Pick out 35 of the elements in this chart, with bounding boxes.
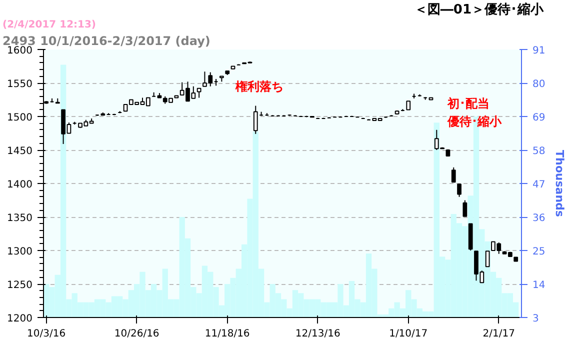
candlestick [485,250,490,268]
y-tick-label: 1350 [7,213,33,224]
x-tick-label: 11/18/16 [204,328,250,340]
y2-tick-label: 3 [532,314,539,324]
y2-axis-title: Thousands [553,150,566,218]
x-tick-label: 10/26/16 [114,328,160,340]
y-tick-label: 1250 [7,280,33,291]
y-tick-label: 1200 [7,314,33,324]
candlestick [451,166,456,183]
y2-tick-label: 14 [532,280,546,291]
x-tick-label: 2/1/17 [482,328,515,340]
y-tick-label: 1450 [7,146,33,157]
y-tick-label: 1300 [7,246,33,258]
chart-subtitle: (2/4/2017 12:13) [2,20,96,30]
x-tick-label: 1/10/17 [389,328,428,340]
y-tick-label: 1500 [7,112,33,124]
text: ＜図―01＞優待･縮小 [414,2,544,18]
annotation: 初･配当 [446,96,490,110]
y2-tick-label: 36 [532,213,546,224]
y2-tick-label: 80 [532,79,546,90]
candlestick [457,184,462,198]
y2-tick-label: 25 [532,246,546,258]
candlestick [196,88,202,98]
annotation: 優待･縮小 [446,114,502,128]
annotation: 権利落ち [234,80,284,94]
y2-tick-label: 91 [532,46,546,56]
x-tick-label: 10/3/16 [27,328,66,340]
y-tick-label: 1600 [7,46,33,56]
y-tick-label: 1400 [7,180,33,190]
y2-tick-label: 69 [532,112,546,124]
y-tick-label: 1550 [7,79,33,90]
y2-tick-label: 47 [532,180,546,190]
x-tick-label: 12/13/16 [295,328,340,340]
candlestick [462,200,468,217]
y2-tick-label: 58 [532,146,546,157]
